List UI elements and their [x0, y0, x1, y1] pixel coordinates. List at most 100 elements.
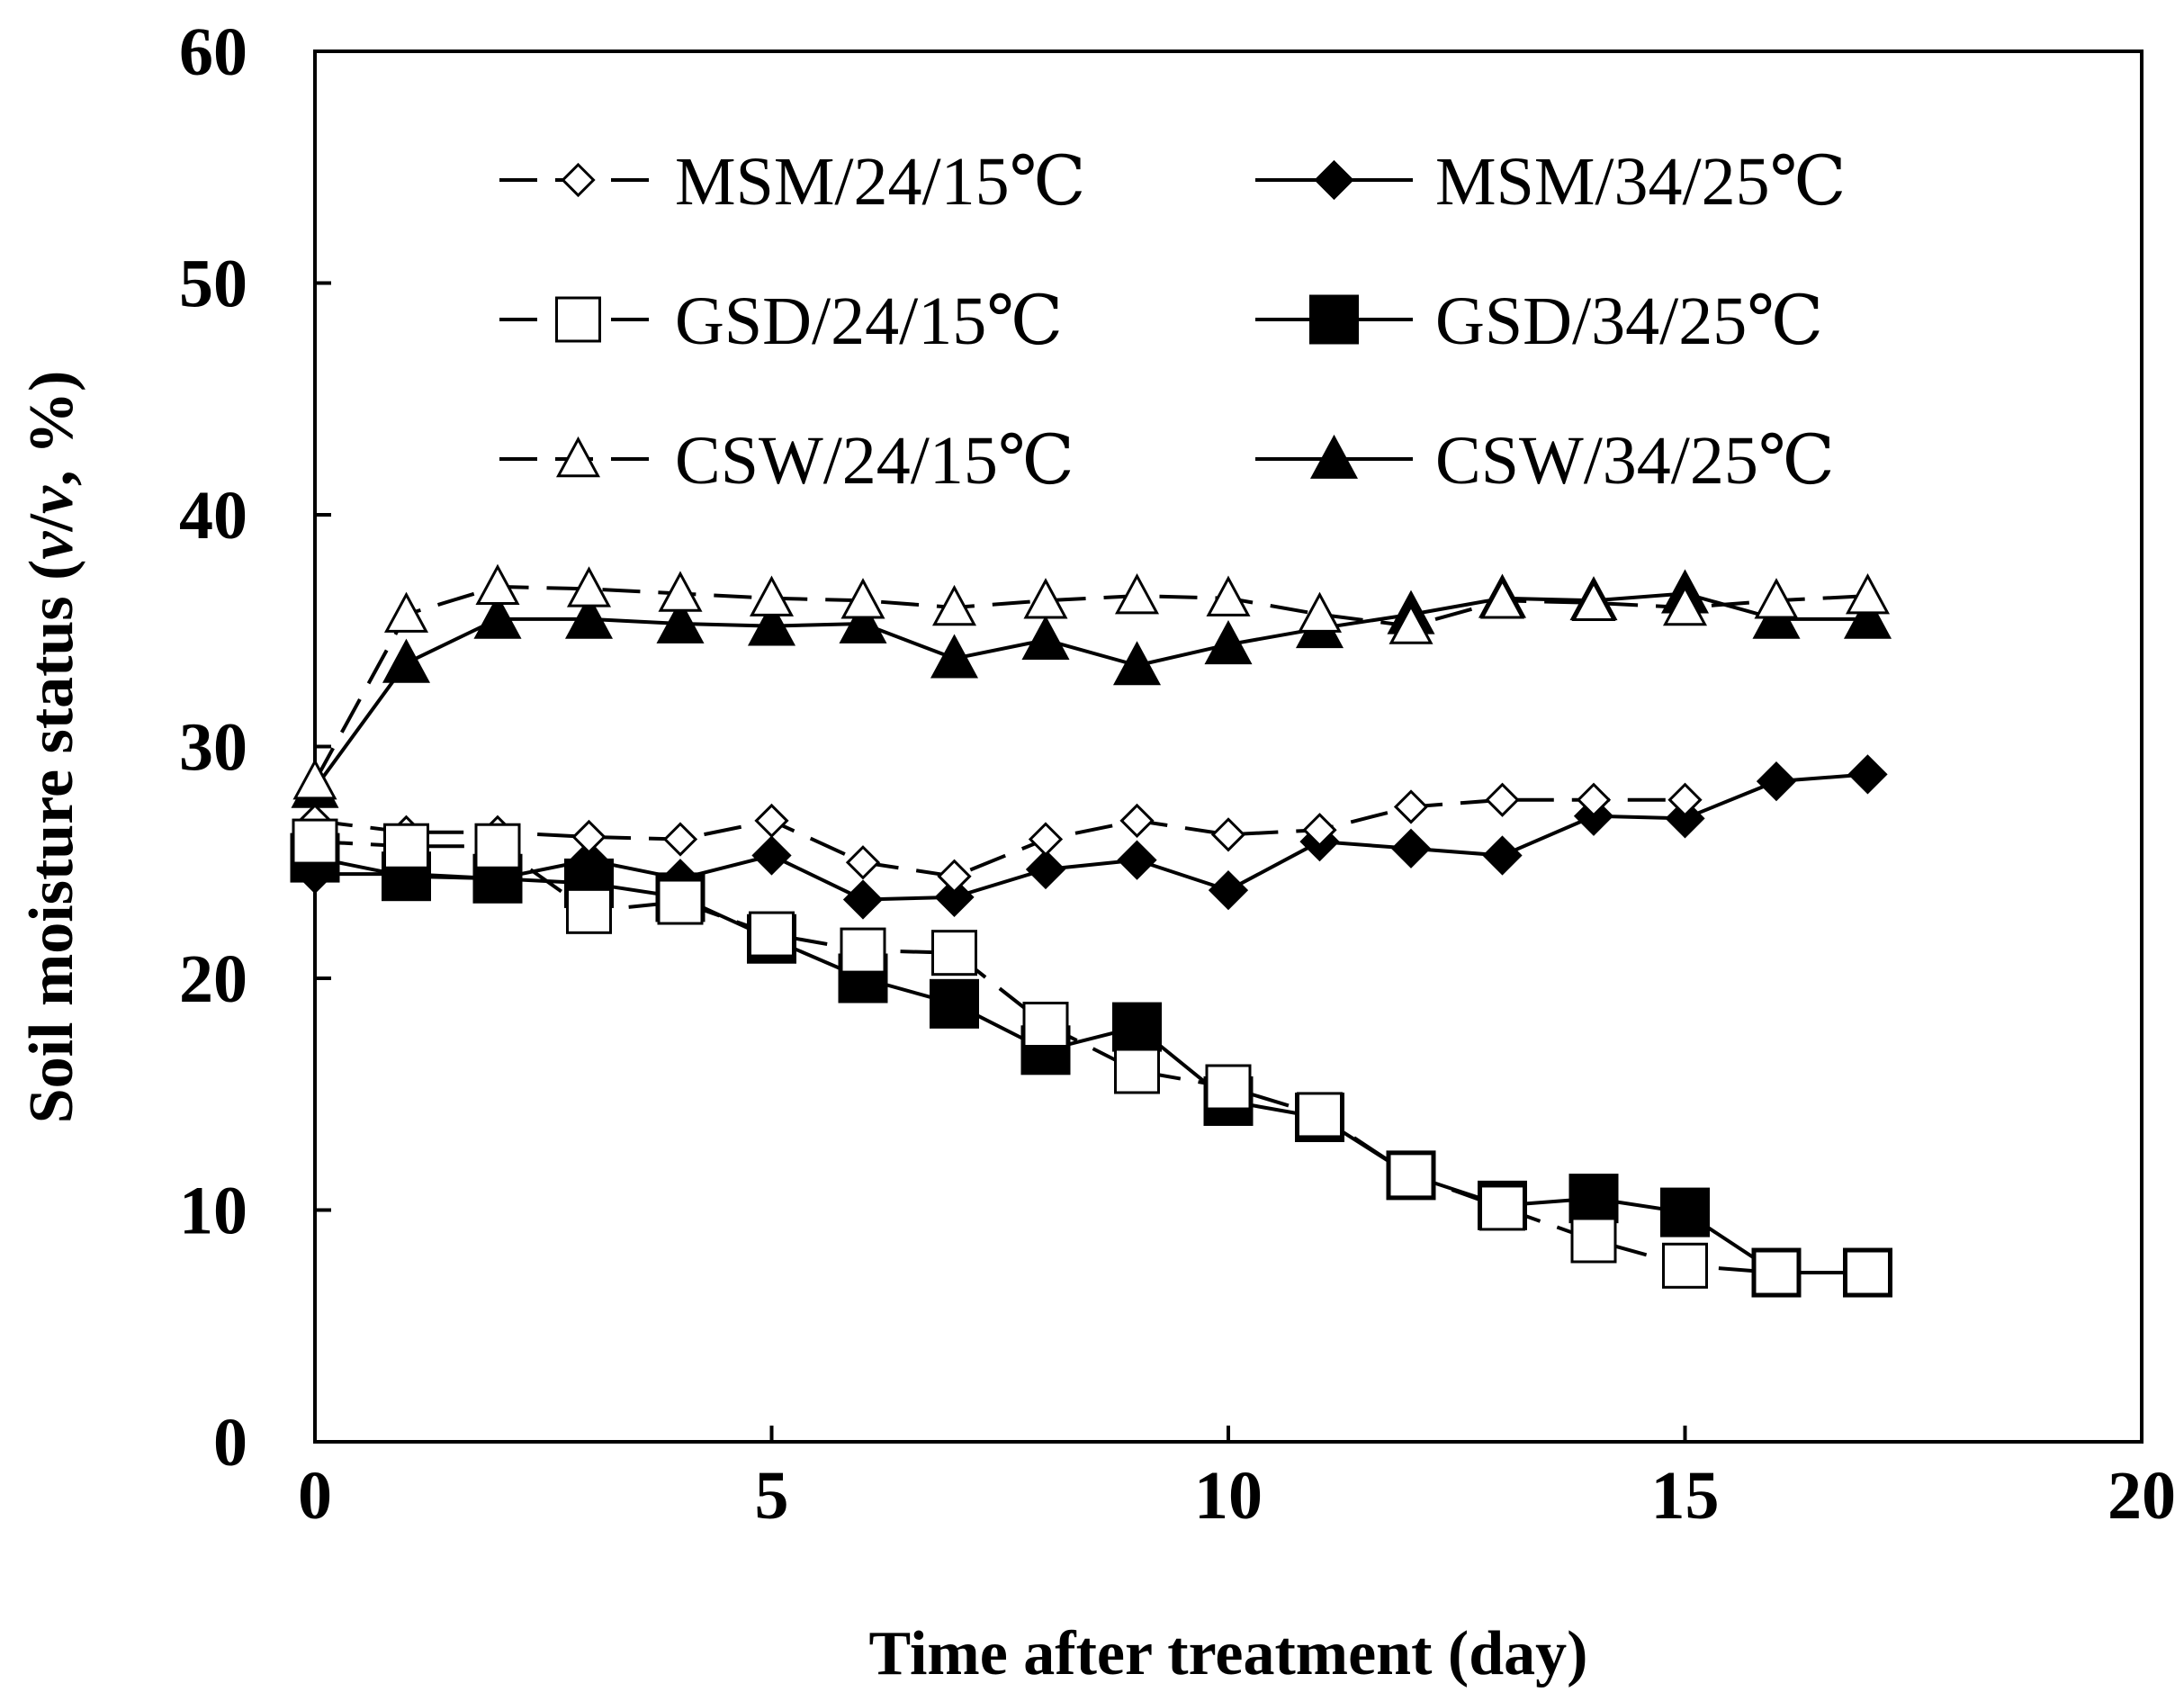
- legend: MSM/24/15℃ MSM/34/25℃ GSD/24/15℃ GSD/34/25℃…: [499, 144, 1847, 499]
- series-markers: [290, 563, 1892, 1298]
- marker-msm-low-temp: [1393, 789, 1429, 824]
- marker-gsd-low-temp: [749, 911, 795, 958]
- marker-csw-low-temp: [749, 575, 795, 616]
- marker-csw-high-temp: [1112, 641, 1162, 686]
- series-line-csw-high-temp: [313, 591, 1868, 790]
- marker-gsd-low-temp: [931, 930, 977, 976]
- marker-gsd-low-temp: [292, 818, 338, 865]
- marker-msm-high-temp: [1025, 849, 1066, 890]
- y-axis-title-part-1: Soil moisture status (: [17, 560, 86, 1124]
- y-axis-title-part-4: v: [17, 485, 86, 514]
- marker-csw-high-temp: [656, 598, 705, 644]
- marker-msm-low-temp: [1667, 782, 1703, 817]
- marker-csw-high-temp: [1021, 615, 1070, 660]
- marker-gsd-low-temp: [383, 823, 429, 869]
- marker-gsd-low-temp: [1205, 1064, 1252, 1111]
- marker-gsd-low-temp: [1662, 1242, 1708, 1289]
- y-tick-label: 20: [179, 941, 247, 1017]
- marker-msm-high-temp: [842, 879, 884, 920]
- marker-csw-low-temp: [840, 578, 885, 619]
- marker-msm-high-temp: [1117, 840, 1157, 880]
- y-tick-label: 30: [179, 710, 247, 786]
- marker-gsd-high-temp: [1568, 1174, 1619, 1224]
- y-axis-title-part-2: v: [17, 531, 86, 560]
- marker-msm-low-temp: [1210, 817, 1246, 852]
- marker-msm-high-temp: [751, 835, 792, 876]
- marker-csw-high-temp: [473, 594, 522, 639]
- marker-csw-high-temp: [839, 598, 887, 644]
- y-axis-title-part-5: , %): [17, 371, 86, 486]
- marker-gsd-low-temp: [1570, 1217, 1617, 1264]
- marker-csw-low-temp: [1845, 572, 1891, 615]
- marker-csw-low-temp: [475, 563, 520, 606]
- marker-csw-low-temp: [1297, 591, 1343, 633]
- marker-msm-high-temp: [1665, 798, 1705, 839]
- marker-gsd-high-temp: [1112, 1002, 1162, 1052]
- marker-msm-high-temp: [1756, 761, 1797, 802]
- marker-csw-low-temp: [1662, 584, 1708, 626]
- legend-label-csw-low-temp: CSW/24/15℃: [675, 423, 1074, 499]
- marker-gsd-low-temp: [657, 878, 704, 925]
- marker-msm-low-temp: [1576, 782, 1612, 817]
- marker-msm-high-temp: [1390, 828, 1432, 868]
- y-tick-label: 60: [179, 14, 247, 90]
- marker-gsd-high-temp: [1660, 1187, 1710, 1238]
- y-axis-title-part-3: /: [17, 512, 86, 532]
- marker-gsd-low-temp: [566, 887, 612, 934]
- marker-csw-high-temp: [382, 638, 431, 683]
- marker-gsd-low-temp: [1845, 1249, 1891, 1296]
- legend-marker-msm-high-temp: [1314, 159, 1354, 201]
- marker-csw-low-temp: [1023, 578, 1068, 619]
- legend-label-msm-high-temp: MSM/34/25℃: [1435, 144, 1847, 220]
- legend-label-csw-high-temp: CSW/34/25℃: [1435, 423, 1835, 499]
- marker-csw-low-temp: [1754, 578, 1799, 619]
- marker-msm-low-temp: [937, 859, 972, 894]
- legend-label-msm-low-temp: MSM/24/15℃: [675, 144, 1086, 220]
- marker-gsd-low-temp: [1297, 1092, 1343, 1138]
- y-tick-label: 0: [213, 1405, 247, 1480]
- marker-msm-high-temp: [1208, 870, 1249, 911]
- x-tick-label: 5: [755, 1458, 789, 1534]
- marker-csw-low-temp: [383, 591, 429, 633]
- series-line-gsd-low-temp: [314, 840, 1868, 1275]
- x-axis-title: Time after treatment (day): [869, 1619, 1588, 1688]
- marker-msm-low-temp: [1028, 822, 1064, 857]
- marker-gsd-low-temp: [474, 823, 521, 869]
- series-line-gsd-high-temp: [314, 856, 1868, 1275]
- marker-msm-low-temp: [1485, 782, 1520, 817]
- x-tick-label: 10: [1194, 1458, 1263, 1534]
- series-line-msm-low-temp: [314, 797, 1685, 878]
- marker-gsd-low-temp: [1114, 1048, 1160, 1094]
- marker-csw-low-temp: [566, 566, 612, 608]
- series-line-csw-low-temp: [313, 584, 1868, 783]
- marker-gsd-low-temp: [1022, 1002, 1069, 1048]
- axis-tick-labels: 0 5 10 15 20 0 10 20 30 40 50 60: [179, 14, 2176, 1534]
- axis-ticks: [313, 50, 2144, 1444]
- series-lines: [313, 584, 1868, 1275]
- marker-csw-low-temp: [658, 571, 703, 612]
- marker-csw-high-temp: [1204, 620, 1253, 665]
- legend-marker-csw-low-temp: [555, 436, 601, 478]
- marker-msm-low-temp: [571, 819, 607, 855]
- marker-csw-high-temp: [1843, 594, 1892, 639]
- legend-marker-csw-high-temp: [1309, 434, 1359, 479]
- y-tick-label: 10: [179, 1174, 247, 1249]
- marker-csw-low-temp: [1114, 572, 1160, 615]
- marker-csw-high-temp: [930, 634, 979, 679]
- marker-gsd-low-temp: [1479, 1184, 1525, 1231]
- marker-msm-low-temp: [1119, 803, 1155, 839]
- legend-label-gsd-high-temp: GSD/34/25℃: [1435, 284, 1823, 359]
- marker-csw-low-temp: [1479, 578, 1525, 619]
- x-tick-label: 20: [2108, 1458, 2176, 1534]
- marker-csw-low-temp: [931, 584, 977, 626]
- marker-msm-high-temp: [1482, 835, 1523, 876]
- marker-msm-low-temp: [1302, 813, 1337, 848]
- y-tick-label: 40: [179, 478, 247, 554]
- marker-gsd-low-temp: [1753, 1249, 1800, 1296]
- marker-msm-high-temp: [934, 877, 975, 917]
- legend-marker-gsd-low-temp: [555, 296, 601, 343]
- marker-msm-low-temp: [845, 845, 881, 880]
- marker-csw-high-temp: [747, 601, 796, 646]
- marker-csw-low-temp: [292, 758, 337, 800]
